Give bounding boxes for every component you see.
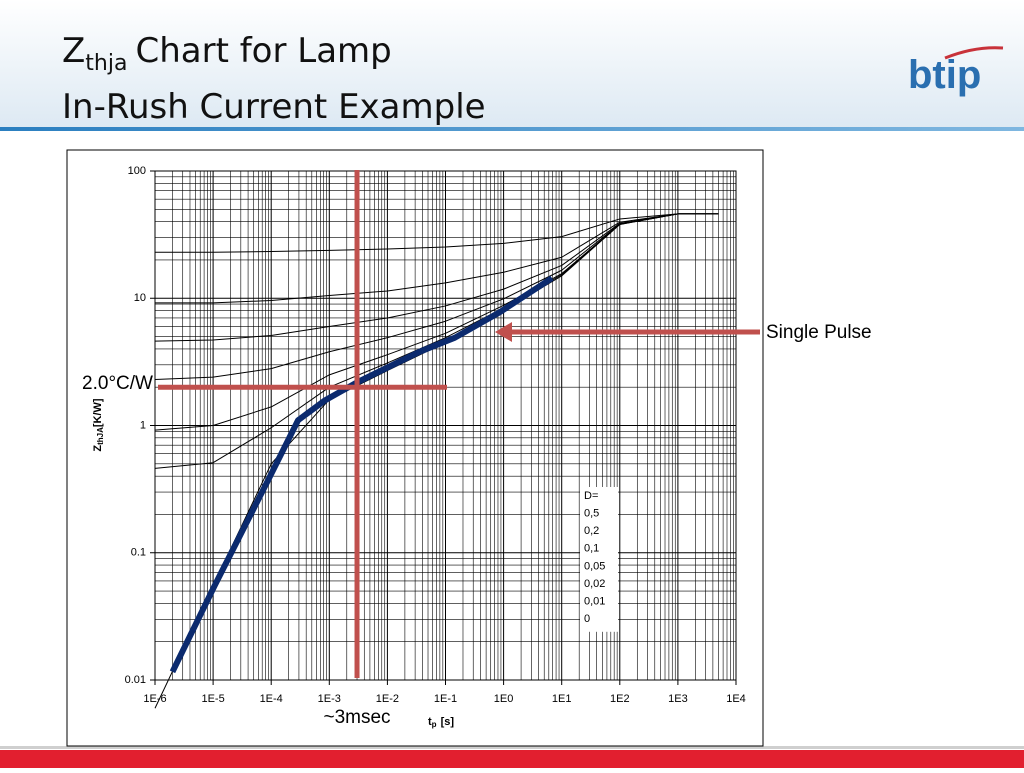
x-axis-label-part: p <box>432 720 437 729</box>
x-tick-label: 1E-1 <box>434 693 457 705</box>
logo-swoosh <box>944 46 1004 60</box>
slide-subtitle: In-Rush Current Example <box>62 87 486 127</box>
plot-area: 1E-6 1E-5 1E-4 1E-3 1E-2 1E-1 1E0 1E1 1E2 1E3 1E4 0… <box>92 165 746 729</box>
legend-entry: 0 <box>584 613 590 625</box>
title-main: Z <box>62 31 85 71</box>
header-rule <box>0 127 1024 131</box>
footer-rule <box>0 746 1024 749</box>
footer-bar <box>0 750 1024 768</box>
slide-title: Zthja Chart for Lamp <box>62 31 392 76</box>
y-axis-label-part: [K/W] <box>92 398 104 427</box>
series-line <box>155 213 719 253</box>
y-tick-label: 0.01 <box>125 674 146 686</box>
x-tick-label: 1E-6 <box>143 693 166 705</box>
legend-box <box>580 487 618 632</box>
annotation: Single Pulse <box>766 322 872 343</box>
y-tick-label: 10 <box>134 292 146 304</box>
title-rest: Chart for Lamp <box>135 31 391 71</box>
x-tick-label: 1E-3 <box>318 693 341 705</box>
y-axis-label-part: Z <box>92 445 104 452</box>
y-tick-label: 100 <box>128 165 146 177</box>
legend-entry: 0,02 <box>584 578 605 590</box>
legend-entry: 0,01 <box>584 596 605 608</box>
y-axis-label: ZthJA[K/W] <box>92 398 105 452</box>
x-axis-label: tp [s] <box>428 716 454 729</box>
legend-entry: 0,1 <box>584 543 599 555</box>
x-tick-label: 1E-2 <box>376 693 399 705</box>
header-bg <box>0 0 1024 128</box>
x-tick-label: 1E0 <box>494 693 514 705</box>
legend-title: D= <box>584 490 598 502</box>
x-tick-label: 1E3 <box>668 693 688 705</box>
y-tick-label: 0.1 <box>131 547 146 559</box>
x-axis-label-part: t <box>428 716 432 728</box>
highlight-line <box>169 275 554 674</box>
x-tick-label: 1E1 <box>552 693 572 705</box>
title-sub: thja <box>85 51 127 76</box>
x-tick-label: 1E-5 <box>201 693 224 705</box>
legend-entry: 0,5 <box>584 508 599 520</box>
logo: btip <box>908 53 981 97</box>
legend-entry: 0,05 <box>584 560 605 572</box>
plot-border <box>154 170 737 681</box>
y-tick-label: 1 <box>140 419 146 431</box>
y-axis-label-part: thJA <box>96 427 105 445</box>
annotation: 2.0°C/W <box>82 373 153 394</box>
x-tick-label: 1E-4 <box>260 693 283 705</box>
legend-entry: 0,2 <box>584 525 599 537</box>
x-tick-label: 1E2 <box>610 693 630 705</box>
arrow-head <box>495 322 512 342</box>
annotation: ~3msec <box>323 707 390 728</box>
x-axis-label-part: [s] <box>441 716 455 728</box>
x-tick-label: 1E4 <box>726 693 746 705</box>
series-line <box>155 213 719 304</box>
